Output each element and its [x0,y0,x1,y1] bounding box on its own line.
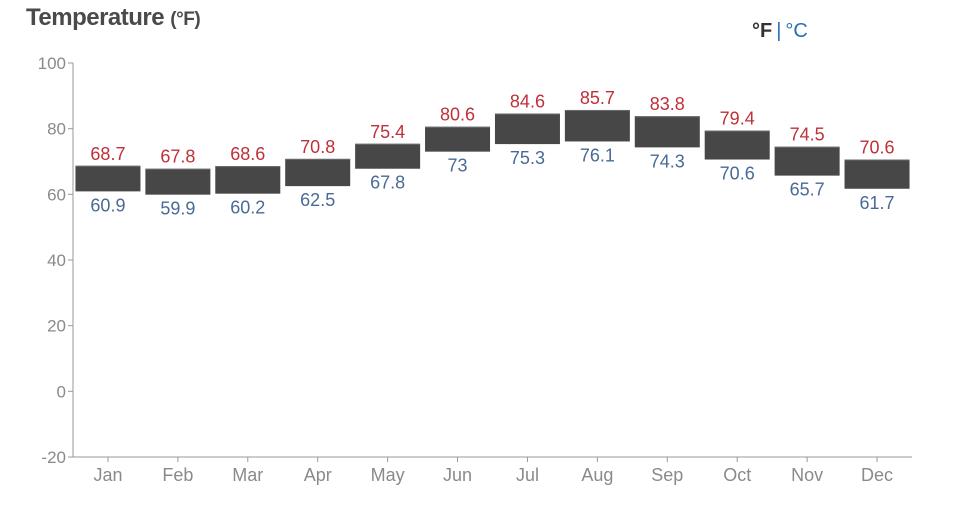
low-value-label: 75.3 [510,148,545,168]
low-value-label: 65.7 [790,180,825,200]
high-value-label: 68.6 [230,144,265,164]
range-bar [844,159,910,189]
x-tick-label: Nov [791,465,823,485]
low-value-label: 60.9 [90,195,125,215]
low-value-label: 76.1 [580,145,615,165]
range-bar [145,168,211,195]
x-tick-label: Aug [581,465,613,485]
high-value-label: 70.6 [860,138,895,158]
high-value-label: 75.4 [370,122,405,142]
x-tick-label: Jan [93,465,122,485]
high-value-label: 84.6 [510,92,545,112]
range-bar [634,116,700,148]
low-value-label: 61.7 [860,193,895,213]
x-tick-label: Apr [304,465,332,485]
unit-toggle: °F | °C [752,20,808,43]
range-bar [494,113,560,145]
unit-separator: | [776,20,782,42]
range-bar [75,165,141,192]
x-tick-label: Jul [516,465,539,485]
range-bar [704,130,770,160]
x-tick-label: Jun [443,465,472,485]
high-value-label: 70.8 [300,137,335,157]
y-tick-label: 20 [47,317,66,336]
low-value-label: 70.6 [720,164,755,184]
y-tick-label: 0 [57,382,66,401]
chart-title: Temperature (°F) [26,4,201,32]
fahrenheit-toggle[interactable]: °F [752,20,773,42]
x-tick-label: Sep [651,465,683,485]
range-bar [215,166,281,194]
high-value-label: 80.6 [440,105,475,125]
x-tick-label: Oct [723,465,751,485]
high-value-label: 83.8 [650,94,685,114]
high-value-label: 68.7 [90,144,125,164]
high-value-label: 85.7 [580,88,615,108]
high-value-label: 74.5 [790,125,825,145]
x-tick-label: Dec [861,465,893,485]
chart-title-unit: (°F) [170,9,201,30]
x-tick-label: May [371,465,405,485]
range-bar [774,146,840,176]
range-bar [285,158,351,187]
low-value-label: 60.2 [230,198,265,218]
range-bar [564,109,630,142]
celsius-toggle[interactable]: °C [785,20,808,42]
y-tick-label: 80 [47,120,66,139]
range-bar [355,143,421,169]
chart-title-text: Temperature [26,4,165,31]
high-value-label: 79.4 [720,109,755,129]
y-tick-label: 100 [38,54,66,73]
y-tick-label: 40 [47,251,66,270]
x-tick-label: Mar [232,465,263,485]
low-value-label: 62.5 [300,190,335,210]
low-value-label: 73 [448,156,468,176]
low-value-label: 67.8 [370,173,405,193]
y-tick-label: 60 [47,185,66,204]
x-tick-label: Feb [162,465,193,485]
low-value-label: 74.3 [650,151,685,171]
y-tick-label: -20 [41,448,66,467]
high-value-label: 67.8 [160,147,195,167]
low-value-label: 59.9 [160,199,195,219]
range-bar [425,126,491,152]
